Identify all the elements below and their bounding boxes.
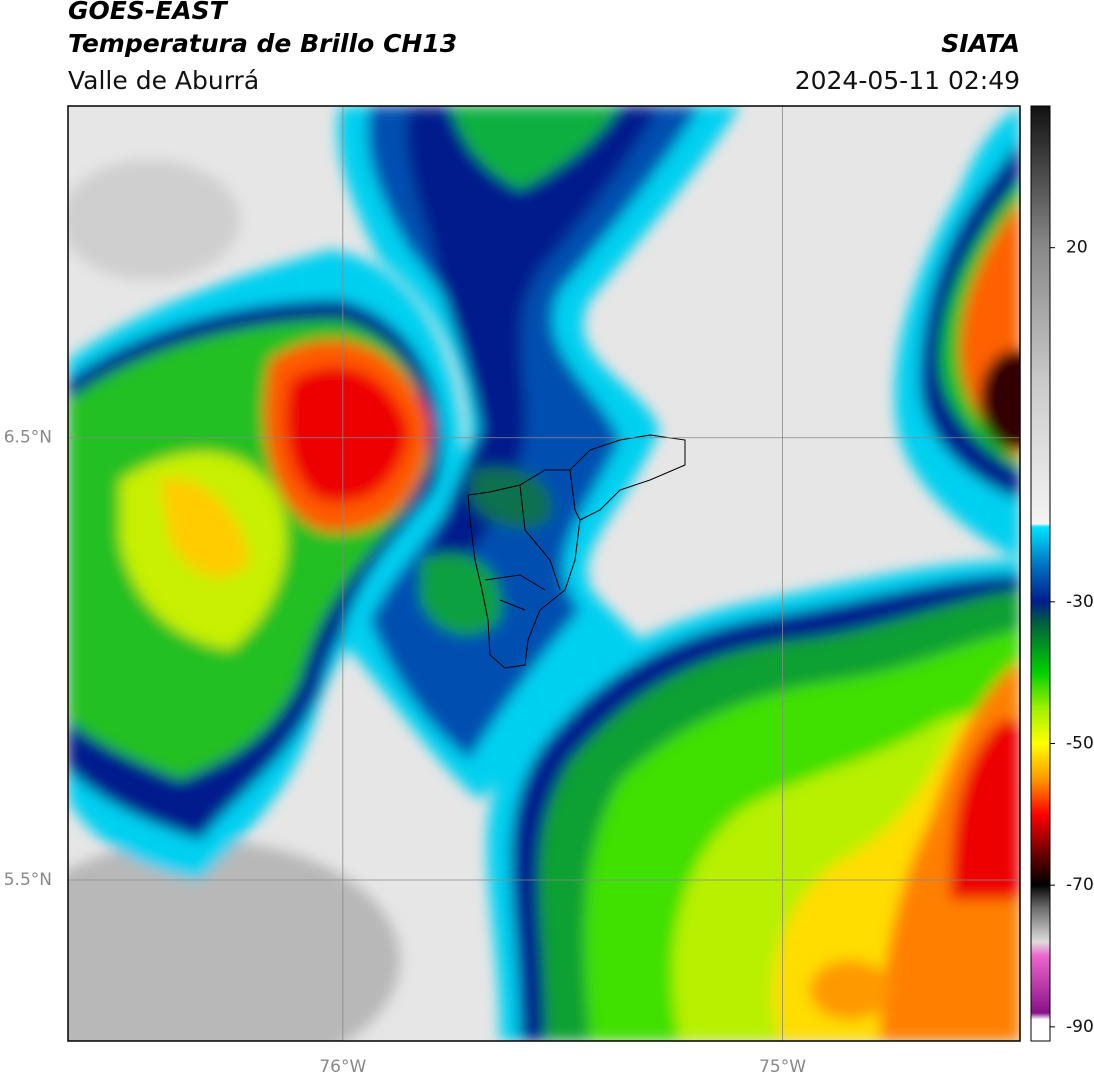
map-grid [68, 106, 1020, 1041]
region: Valle de Aburrá [68, 66, 259, 95]
colorbar-tick-label: -90 [1066, 1017, 1094, 1037]
subtitle: Temperatura de Brillo CH13 [68, 29, 457, 58]
x-tick-label: 76°W [319, 1057, 366, 1077]
source: SIATA [941, 29, 1020, 58]
y-tick-label: 6.5°N [4, 428, 52, 448]
satellite-image [68, 106, 1020, 1041]
colorbar-tick-label: 20 [1066, 238, 1088, 258]
datetime: 2024-05-11 02:49 [795, 66, 1020, 95]
colorbar-tick-label: -70 [1066, 875, 1094, 895]
colorbar-tick-label: -50 [1066, 734, 1094, 754]
y-tick-label: 5.5°N [4, 870, 52, 890]
colorbar-tick-label: -30 [1066, 592, 1094, 612]
map-frame [67, 105, 1021, 1042]
x-tick-label: 75°W [759, 1057, 806, 1077]
colorbar [1030, 105, 1051, 1042]
title: GOES-EAST [68, 0, 229, 25]
